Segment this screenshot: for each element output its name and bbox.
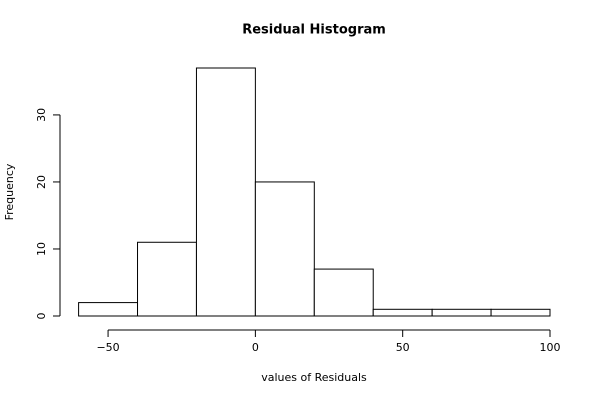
bar bbox=[490, 308, 551, 317]
bar bbox=[195, 67, 256, 317]
y-tick-label: 30 bbox=[35, 108, 48, 122]
bar bbox=[431, 308, 492, 317]
y-tick-label: 0 bbox=[35, 313, 48, 320]
bar bbox=[78, 302, 139, 317]
bar bbox=[254, 181, 315, 317]
bar bbox=[372, 308, 433, 317]
x-axis-label: values of Residuals bbox=[261, 371, 367, 384]
chart-title: Residual Histogram bbox=[242, 23, 386, 38]
y-axis-label: Frequency bbox=[3, 163, 16, 220]
bar bbox=[313, 268, 374, 317]
x-tick-label: 100 bbox=[540, 341, 561, 354]
y-tick-label: 10 bbox=[35, 242, 48, 256]
x-tick-label: 50 bbox=[396, 341, 410, 354]
y-tick-label: 20 bbox=[35, 175, 48, 189]
x-tick-label: 0 bbox=[252, 341, 259, 354]
bar bbox=[137, 241, 197, 317]
x-tick-label: −50 bbox=[96, 341, 119, 354]
